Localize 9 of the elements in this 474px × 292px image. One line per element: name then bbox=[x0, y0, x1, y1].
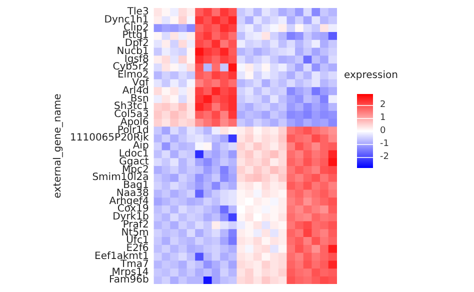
y-tick-label: Ggact bbox=[119, 156, 149, 168]
y-axis-title: external_gene_name bbox=[52, 94, 64, 198]
color-bar-label: 0 bbox=[380, 126, 386, 136]
y-tick-label: Arhgef4 bbox=[109, 196, 149, 207]
color-bar-label: 2 bbox=[380, 100, 386, 110]
color-bar-label: -2 bbox=[380, 152, 389, 162]
color-bar-title: expression bbox=[344, 70, 398, 81]
color-bar-label: -1 bbox=[380, 139, 389, 150]
color-bar-label: 1 bbox=[380, 112, 386, 123]
